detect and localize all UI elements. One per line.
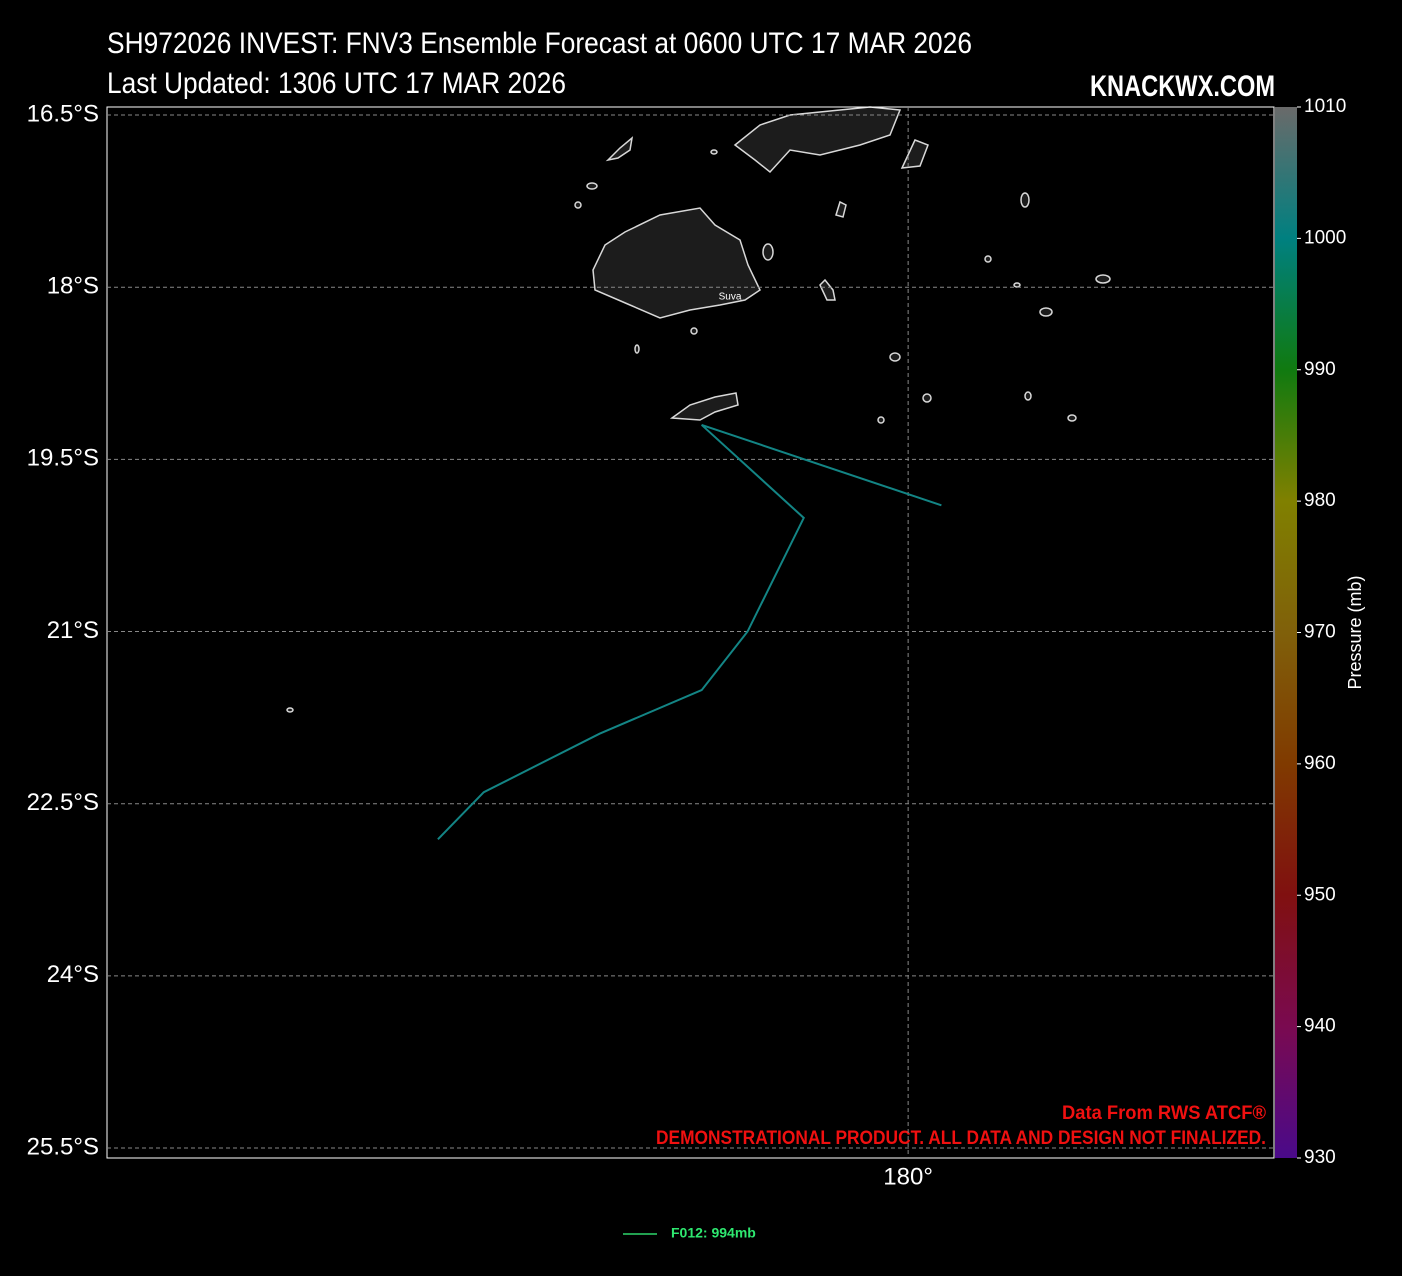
- track-line: [437, 423, 942, 840]
- colorbar-tick-label: 930: [1304, 1147, 1336, 1168]
- island: [690, 327, 698, 335]
- place-label: Suva: [719, 292, 742, 303]
- island: [984, 255, 992, 263]
- island: [877, 416, 885, 424]
- island: [1067, 414, 1077, 422]
- credit: DEMONSTRATIONAL PRODUCT. ALL DATA AND DE…: [656, 1128, 1266, 1149]
- x-tick-label: 180°: [883, 1163, 933, 1190]
- map-frame: [106, 106, 1275, 1159]
- colorbar-tick-label: 950: [1304, 884, 1336, 905]
- credit: Data From RWS ATCF®: [1062, 1103, 1266, 1124]
- island: [922, 393, 932, 403]
- watermark: KNACKWX.COM: [1090, 70, 1275, 103]
- island: [669, 392, 739, 421]
- y-tick-label: 18°S: [47, 273, 99, 300]
- island: [1013, 282, 1021, 288]
- y-tick-label: 21°S: [47, 617, 99, 644]
- island: [1039, 307, 1053, 317]
- colorbar-tick-label: 940: [1304, 1016, 1336, 1037]
- island: [1095, 274, 1111, 284]
- y-tick-label: 24°S: [47, 961, 99, 988]
- legend-label: F012: 994mb: [671, 1225, 756, 1241]
- chart-title: SH972026 INVEST: FNV3 Ensemble Forecast …: [107, 27, 972, 60]
- y-tick-label: 16.5°S: [27, 100, 99, 127]
- island: [762, 243, 774, 261]
- colorbar-tick-label: 980: [1304, 490, 1336, 511]
- island: [889, 352, 901, 362]
- island: [819, 278, 836, 301]
- colorbar-tick-label: 960: [1304, 753, 1336, 774]
- colorbar-tick-label: 1000: [1304, 227, 1346, 248]
- y-tick-label: 22.5°S: [27, 789, 99, 816]
- island: [710, 149, 718, 155]
- land: [286, 106, 1111, 713]
- colorbar-tick-label: 970: [1304, 622, 1336, 643]
- island: [900, 139, 929, 169]
- island: [592, 207, 761, 319]
- island: [1024, 391, 1032, 401]
- colorbar-label: Pressure (mb): [1345, 575, 1365, 689]
- colorbar-tick-label: 1010: [1304, 96, 1346, 117]
- island: [1020, 192, 1030, 208]
- island: [574, 201, 582, 209]
- island: [286, 707, 294, 713]
- y-tick-label: 19.5°S: [27, 445, 99, 472]
- island: [586, 182, 598, 190]
- island: [835, 200, 847, 218]
- island: [634, 344, 640, 354]
- chart-subtitle: Last Updated: 1306 UTC 17 MAR 2026: [107, 67, 566, 100]
- y-tick-label: 25.5°S: [27, 1133, 99, 1160]
- colorbar: [1275, 107, 1297, 1158]
- colorbar-tick-label: 990: [1304, 359, 1336, 380]
- island: [605, 136, 634, 162]
